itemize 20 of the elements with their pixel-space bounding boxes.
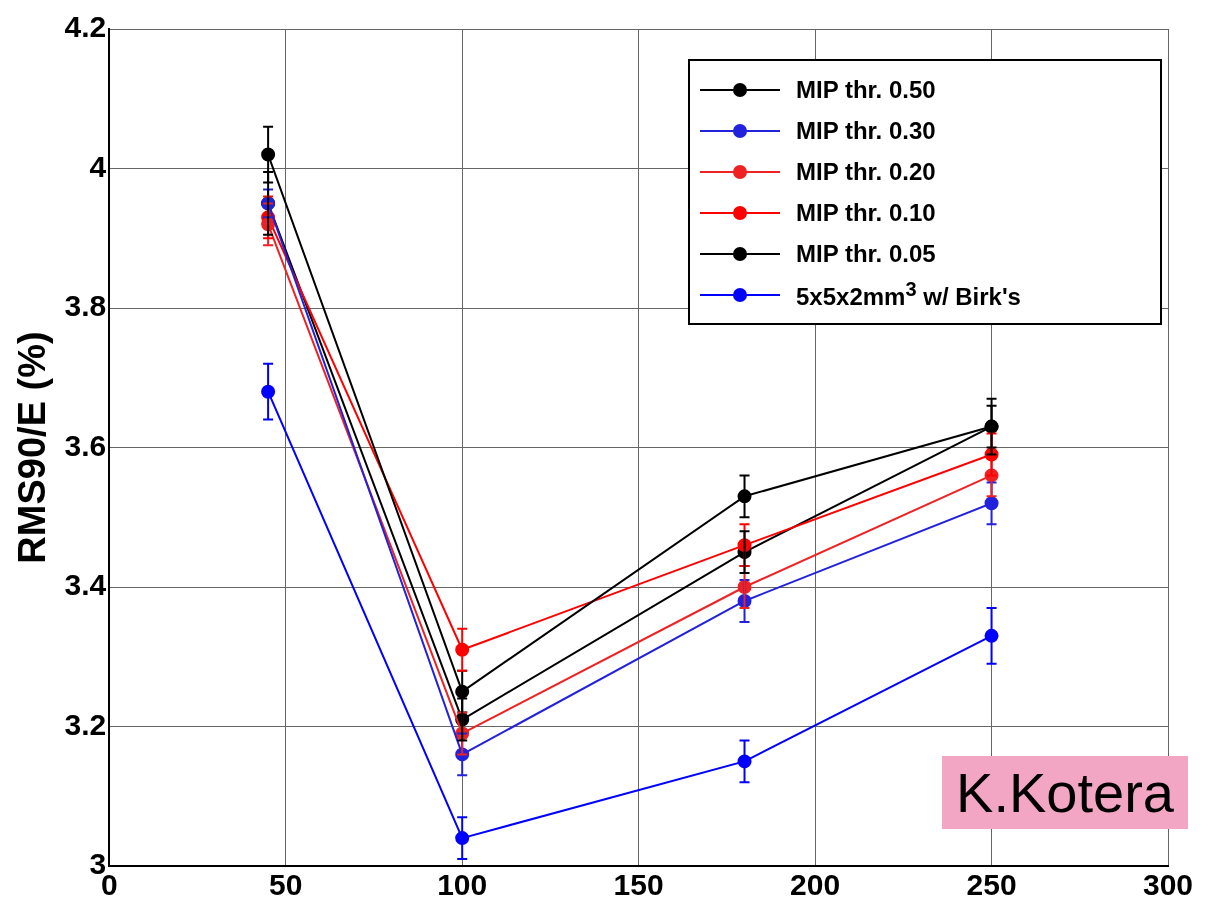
legend-label: 5x5x2mm$^{3}$ w/ Birk's <box>796 278 1021 311</box>
x-tick-label: 300 <box>1142 868 1194 902</box>
legend-label: MIP thr. 0.05 <box>796 239 936 268</box>
x-tick-label: 150 <box>613 868 664 902</box>
x-tick-label: 250 <box>966 868 1017 902</box>
x-tick-label: 200 <box>790 868 841 902</box>
y-tick-label: 4 <box>89 149 107 183</box>
legend-label: MIP thr. 0.20 <box>796 157 936 186</box>
legend-label: MIP thr. 0.50 <box>796 75 936 104</box>
y-tick-label: 3.8 <box>64 289 107 323</box>
legend-label: MIP thr. 0.30 <box>796 116 936 145</box>
y-tick-label: 3.6 <box>64 428 107 462</box>
legend-label: MIP thr. 0.10 <box>796 198 936 227</box>
y-tick-label: 3.2 <box>64 707 107 741</box>
y-tick-label: 3.4 <box>64 568 107 602</box>
x-tick-label: 50 <box>269 868 303 902</box>
annotation: K.Kotera <box>942 756 1188 829</box>
y-tick-label: 4.2 <box>64 10 107 44</box>
y-axis-title: RMS90/E (%) <box>11 331 54 564</box>
x-tick-label: 100 <box>437 868 488 902</box>
